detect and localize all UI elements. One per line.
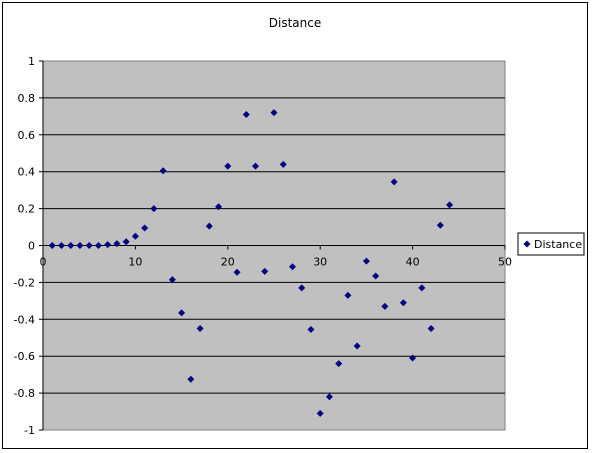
- data-point-2: [57, 242, 65, 249]
- data-point-7: [104, 241, 112, 249]
- y-tick-label-2: 0.6: [18, 129, 36, 142]
- data-point-44: [446, 201, 454, 209]
- data-point-4: [76, 242, 84, 249]
- data-point-25: [270, 109, 278, 117]
- data-point-11: [141, 224, 149, 232]
- y-tick-label-8: -0.6: [14, 350, 35, 363]
- data-point-41: [418, 284, 426, 292]
- data-point-37: [381, 302, 389, 310]
- y-tick-label-0: 1: [28, 55, 35, 68]
- x-tick-label-3: 30: [313, 256, 327, 269]
- x-tick-label-1: 10: [128, 256, 142, 269]
- data-point-40: [409, 354, 417, 362]
- x-tick-label-5: 50: [498, 256, 512, 269]
- y-axis-tick-labels: 1 0.8 0.6 0.4 0.2 0 -0.2 -0.4 -0.6 -0.8 -1: [14, 55, 43, 437]
- data-point-34: [353, 342, 361, 350]
- data-point-14: [168, 276, 176, 284]
- data-point-29: [307, 325, 315, 333]
- legend-box: [517, 232, 585, 256]
- y-tick-label-1: 0.8: [18, 92, 36, 105]
- data-point-9: [122, 238, 130, 246]
- data-point-3: [67, 242, 75, 249]
- data-point-17: [196, 325, 204, 333]
- y-tick-label-7: -0.4: [14, 313, 35, 326]
- data-point-42: [427, 325, 435, 333]
- data-point-32: [335, 360, 343, 368]
- data-point-1: [48, 242, 56, 249]
- legend-entry-distance: Distance: [534, 238, 582, 251]
- data-point-23: [252, 162, 260, 170]
- x-tick-label-2: 20: [221, 256, 235, 269]
- legend: Distance: [517, 232, 585, 256]
- data-point-35: [362, 257, 370, 265]
- data-point-39: [399, 299, 407, 307]
- y-tick-label-9: -0.8: [14, 387, 35, 400]
- data-point-27: [288, 263, 296, 271]
- data-point-31: [325, 393, 333, 401]
- y-tick-label-6: -0.2: [14, 276, 35, 289]
- data-point-36: [372, 272, 380, 280]
- y-tick-label-10: -1: [24, 424, 35, 437]
- x-axis-tick-labels: 01020304050: [40, 245, 512, 269]
- data-point-26: [279, 160, 287, 168]
- y-tick-label-3: 0.4: [18, 166, 36, 179]
- data-point-24: [261, 267, 269, 275]
- chart-title: Distance: [269, 16, 321, 30]
- x-tick-label-4: 40: [406, 256, 420, 269]
- y-tick-label-5: 0: [28, 240, 35, 253]
- data-point-38: [390, 178, 398, 186]
- data-point-12: [150, 205, 158, 213]
- data-points: [48, 109, 454, 417]
- data-point-21: [233, 268, 241, 276]
- data-point-43: [436, 221, 444, 229]
- data-point-33: [344, 291, 352, 299]
- data-point-5: [85, 242, 93, 249]
- data-point-13: [159, 167, 167, 175]
- data-point-15: [178, 309, 186, 317]
- data-point-18: [205, 222, 213, 230]
- data-point-22: [242, 111, 250, 119]
- data-point-6: [94, 242, 102, 249]
- data-point-10: [131, 232, 139, 240]
- data-point-20: [224, 162, 232, 170]
- data-point-8: [113, 240, 121, 248]
- data-point-30: [316, 409, 324, 417]
- legend-marker-icon: [523, 240, 531, 248]
- data-point-28: [298, 284, 306, 292]
- y-tick-label-4: 0.2: [18, 203, 36, 216]
- data-point-16: [187, 375, 195, 383]
- data-point-19: [215, 203, 223, 211]
